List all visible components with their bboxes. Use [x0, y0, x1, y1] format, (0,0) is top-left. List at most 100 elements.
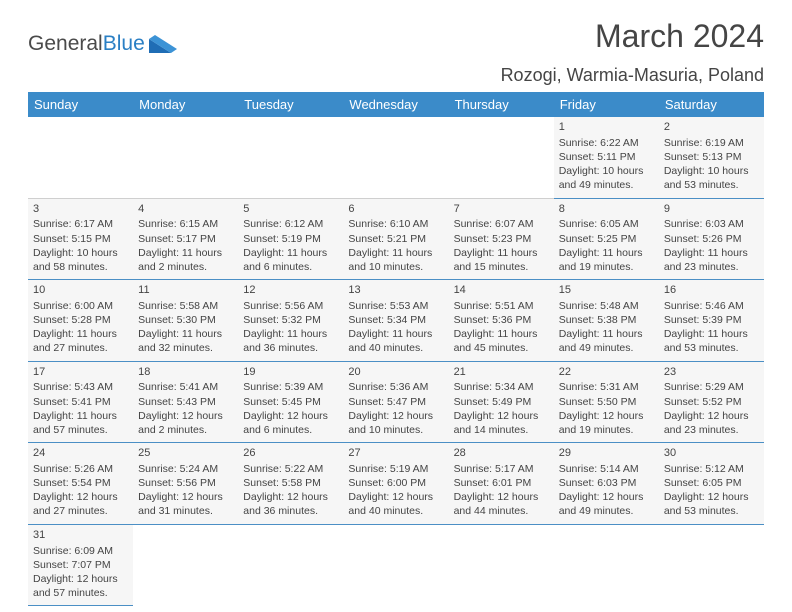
day-number: 24 — [33, 446, 128, 461]
sunrise-text: Sunrise: 6:10 AM — [348, 217, 443, 231]
calendar-cell — [238, 117, 343, 198]
sunset-text: Sunset: 5:11 PM — [559, 150, 654, 164]
sunset-text: Sunset: 5:54 PM — [33, 476, 128, 490]
calendar-cell: 5Sunrise: 6:12 AMSunset: 5:19 PMDaylight… — [238, 198, 343, 280]
sunrise-text: Sunrise: 6:09 AM — [33, 544, 128, 558]
sunset-text: Sunset: 5:17 PM — [138, 232, 233, 246]
daylight-text: Daylight: 11 hours — [559, 246, 654, 260]
day-number: 10 — [33, 283, 128, 298]
logo-triangle-icon — [149, 35, 179, 53]
calendar-cell: 26Sunrise: 5:22 AMSunset: 5:58 PMDayligh… — [238, 443, 343, 525]
daylight-text: Daylight: 11 hours — [454, 327, 549, 341]
daylight-text: and 49 minutes. — [559, 341, 654, 355]
sunset-text: Sunset: 5:52 PM — [664, 395, 759, 409]
sunrise-text: Sunrise: 5:36 AM — [348, 380, 443, 394]
daylight-text: and 6 minutes. — [243, 260, 338, 274]
day-number: 29 — [559, 446, 654, 461]
day-number: 5 — [243, 202, 338, 217]
calendar-cell — [343, 524, 448, 606]
daylight-text: Daylight: 12 hours — [33, 572, 128, 586]
calendar-cell: 20Sunrise: 5:36 AMSunset: 5:47 PMDayligh… — [343, 361, 448, 443]
calendar-cell: 13Sunrise: 5:53 AMSunset: 5:34 PMDayligh… — [343, 280, 448, 362]
calendar-cell: 2Sunrise: 6:19 AMSunset: 5:13 PMDaylight… — [659, 117, 764, 198]
sunrise-text: Sunrise: 5:43 AM — [33, 380, 128, 394]
daylight-text: and 27 minutes. — [33, 504, 128, 518]
calendar-cell: 6Sunrise: 6:10 AMSunset: 5:21 PMDaylight… — [343, 198, 448, 280]
daylight-text: and 36 minutes. — [243, 341, 338, 355]
calendar-cell — [449, 117, 554, 198]
calendar-row: 10Sunrise: 6:00 AMSunset: 5:28 PM Dayligh… — [28, 280, 764, 362]
daylight-text: and 45 minutes. — [454, 341, 549, 355]
sunset-text: Sunset: 5:15 PM — [33, 232, 128, 246]
calendar-cell — [133, 524, 238, 606]
day-header: Saturday — [659, 92, 764, 117]
day-number: 22 — [559, 365, 654, 380]
calendar-cell: 8Sunrise: 6:05 AMSunset: 5:25 PMDaylight… — [554, 198, 659, 280]
day-number: 19 — [243, 365, 338, 380]
logo-text: GeneralBlue — [28, 32, 145, 56]
logo: GeneralBlue — [28, 32, 179, 56]
sunset-text: Sunset: 5:36 PM — [454, 313, 549, 327]
sunset-text: Sunset: 5:21 PM — [348, 232, 443, 246]
month-title: March 2024 — [501, 18, 764, 55]
sunset-text: Sunset: 5:25 PM — [559, 232, 654, 246]
calendar-cell: 1Sunrise: 6:22 AMSunset: 5:11 PMDaylight… — [554, 117, 659, 198]
daylight-text: and 6 minutes. — [243, 423, 338, 437]
location: Rozogi, Warmia-Masuria, Poland — [501, 65, 764, 86]
daylight-text: Daylight: 12 hours — [243, 409, 338, 423]
calendar-row: 31Sunrise: 6:09 AMSunset: 7:07 PMDayligh… — [28, 524, 764, 606]
sunrise-text: Sunrise: 5:12 AM — [664, 462, 759, 476]
calendar-cell: 28Sunrise: 5:17 AMSunset: 6:01 PMDayligh… — [449, 443, 554, 525]
sunset-text: Sunset: 6:05 PM — [664, 476, 759, 490]
calendar-cell: 25Sunrise: 5:24 AMSunset: 5:56 PMDayligh… — [133, 443, 238, 525]
sunrise-text: Sunrise: 5:41 AM — [138, 380, 233, 394]
day-number: 26 — [243, 446, 338, 461]
sunset-text: Sunset: 5:28 PM — [33, 313, 128, 327]
daylight-text: and 49 minutes. — [559, 178, 654, 192]
day-number: 12 — [243, 283, 338, 298]
calendar-cell: 30Sunrise: 5:12 AMSunset: 6:05 PMDayligh… — [659, 443, 764, 525]
sunset-text: Sunset: 5:47 PM — [348, 395, 443, 409]
calendar-row: 17Sunrise: 5:43 AMSunset: 5:41 PMDayligh… — [28, 361, 764, 443]
daylight-text: and 2 minutes. — [138, 423, 233, 437]
daylight-text: Daylight: 11 hours — [243, 246, 338, 260]
calendar-cell: 7Sunrise: 6:07 AMSunset: 5:23 PMDaylight… — [449, 198, 554, 280]
sunrise-text: Sunrise: 6:07 AM — [454, 217, 549, 231]
sunset-text: Sunset: 5:58 PM — [243, 476, 338, 490]
day-number: 23 — [664, 365, 759, 380]
daylight-text: and 53 minutes. — [664, 178, 759, 192]
sunrise-text: Sunrise: 5:31 AM — [559, 380, 654, 394]
daylight-text: and 27 minutes. — [33, 341, 128, 355]
day-header: Tuesday — [238, 92, 343, 117]
sunrise-text: Sunrise: 5:53 AM — [348, 299, 443, 313]
daylight-text: Daylight: 12 hours — [138, 490, 233, 504]
day-number: 27 — [348, 446, 443, 461]
calendar-row: 1Sunrise: 6:22 AMSunset: 5:11 PMDaylight… — [28, 117, 764, 198]
daylight-text: Daylight: 11 hours — [243, 327, 338, 341]
day-number: 3 — [33, 202, 128, 217]
calendar-cell: 31Sunrise: 6:09 AMSunset: 7:07 PMDayligh… — [28, 524, 133, 606]
daylight-text: and 23 minutes. — [664, 260, 759, 274]
daylight-text: and 57 minutes. — [33, 586, 128, 600]
day-number: 20 — [348, 365, 443, 380]
sunrise-text: Sunrise: 6:12 AM — [243, 217, 338, 231]
daylight-text: Daylight: 12 hours — [348, 409, 443, 423]
daylight-text: and 53 minutes. — [664, 504, 759, 518]
page-header: GeneralBlue March 2024 Rozogi, Warmia-Ma… — [28, 18, 764, 86]
day-header: Sunday — [28, 92, 133, 117]
sunset-text: Sunset: 5:38 PM — [559, 313, 654, 327]
calendar-cell — [343, 117, 448, 198]
sunrise-text: Sunrise: 6:15 AM — [138, 217, 233, 231]
daylight-text: and 14 minutes. — [454, 423, 549, 437]
calendar-cell: 17Sunrise: 5:43 AMSunset: 5:41 PMDayligh… — [28, 361, 133, 443]
day-header: Wednesday — [343, 92, 448, 117]
calendar-cell: 24Sunrise: 5:26 AMSunset: 5:54 PMDayligh… — [28, 443, 133, 525]
daylight-text: Daylight: 11 hours — [664, 246, 759, 260]
sunrise-text: Sunrise: 5:58 AM — [138, 299, 233, 313]
day-number: 8 — [559, 202, 654, 217]
sunset-text: Sunset: 5:26 PM — [664, 232, 759, 246]
daylight-text: Daylight: 12 hours — [559, 409, 654, 423]
sunrise-text: Sunrise: 6:00 AM — [33, 299, 128, 313]
sunrise-text: Sunrise: 5:19 AM — [348, 462, 443, 476]
daylight-text: Daylight: 12 hours — [559, 490, 654, 504]
